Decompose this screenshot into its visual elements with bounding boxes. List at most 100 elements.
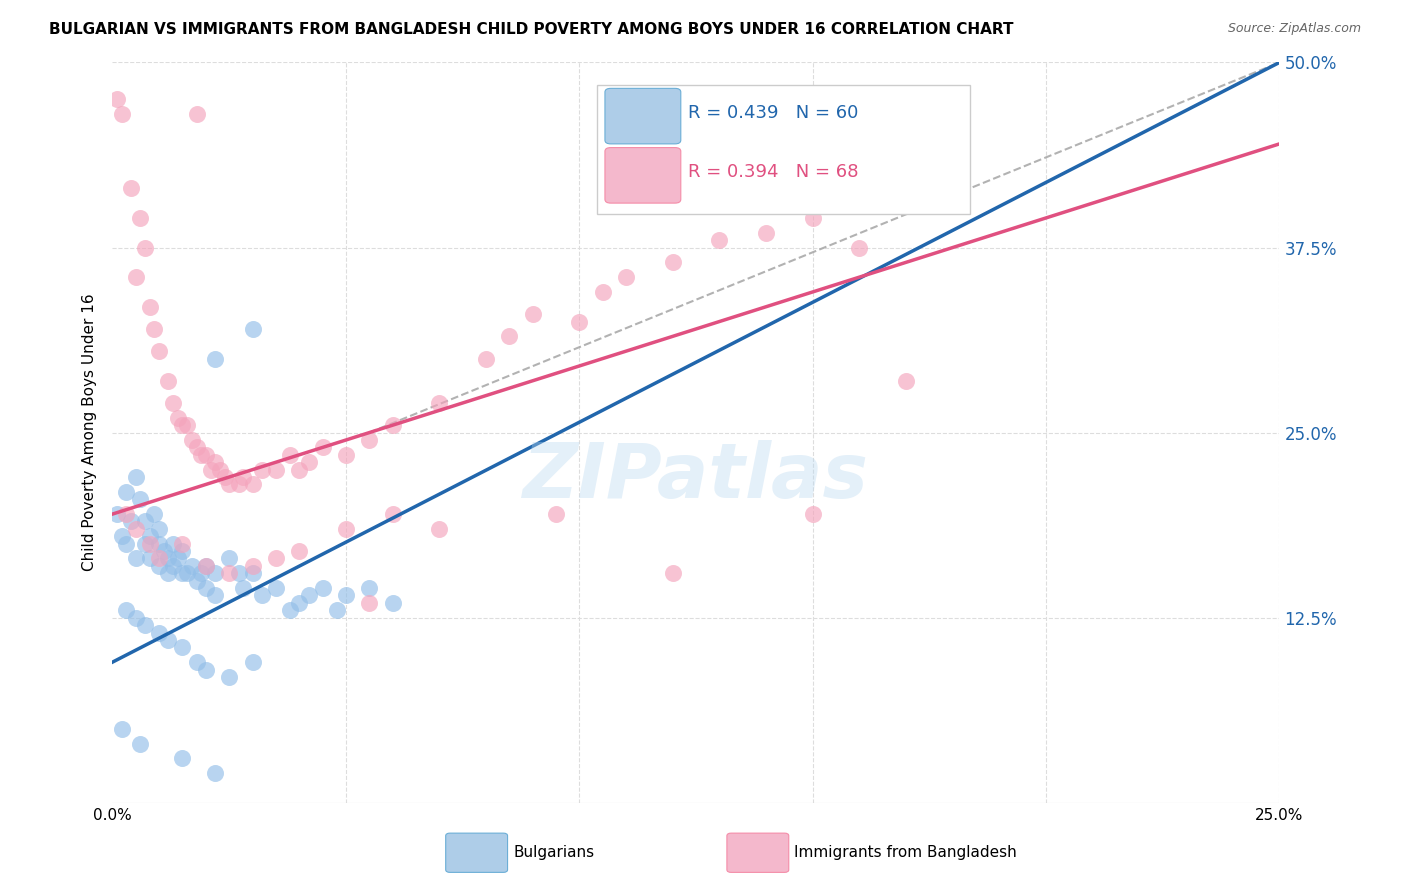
Point [190,566,212,581]
Point [297,455,319,469]
Point [278,603,301,617]
Point [359,581,381,595]
Point [311,581,333,595]
Point [200,462,222,476]
Point [311,441,333,455]
Point [115,507,138,521]
Point [115,603,138,617]
Point [139,551,162,566]
Point [661,255,683,269]
Point [801,211,824,225]
Point [143,322,166,336]
Text: Immigrants from Bangladesh: Immigrants from Bangladesh [794,846,1017,860]
Point [204,455,226,469]
Point [381,596,404,610]
Point [186,441,208,455]
Point [139,536,162,550]
Point [166,410,188,425]
Point [264,462,287,476]
Point [180,558,202,573]
Point [325,603,347,617]
Point [278,448,301,462]
Text: R = 0.394   N = 68: R = 0.394 N = 68 [688,163,858,181]
Point [194,663,217,677]
Point [242,566,264,581]
Point [148,558,170,573]
Point [153,544,176,558]
Point [614,270,637,285]
Point [129,737,152,751]
Point [125,270,148,285]
Point [111,107,134,121]
Point [186,574,208,588]
Point [381,418,404,433]
Point [359,596,381,610]
Point [218,670,240,684]
Point [134,240,156,255]
Point [568,314,591,328]
Point [218,551,240,566]
Point [148,551,170,566]
Point [125,610,148,624]
Point [894,181,917,195]
Point [186,655,208,669]
Point [157,374,180,388]
Point [359,433,381,447]
Text: Source: ZipAtlas.com: Source: ZipAtlas.com [1227,22,1361,36]
Point [162,536,184,550]
Point [125,470,148,484]
Point [288,462,311,476]
Point [250,462,273,476]
Point [172,566,194,581]
Point [335,589,357,603]
Point [232,581,254,595]
Point [172,640,194,655]
Point [242,477,264,491]
Point [242,558,264,573]
Point [172,544,194,558]
Point [208,462,231,476]
Point [190,448,212,462]
Point [204,589,226,603]
Point [176,418,198,433]
Point [661,566,683,581]
Point [544,507,567,521]
Point [475,351,498,366]
Point [125,522,148,536]
Point [115,484,138,499]
Point [125,551,148,566]
Point [232,470,254,484]
Text: Bulgarians: Bulgarians [513,846,595,860]
Point [134,515,156,529]
Point [335,522,357,536]
FancyBboxPatch shape [605,88,681,144]
Point [755,226,778,240]
Point [157,566,180,581]
Point [848,240,870,255]
Point [801,507,824,521]
Point [228,477,250,491]
Point [162,558,184,573]
Point [105,92,128,106]
Point [204,351,226,366]
Point [129,211,152,225]
Point [176,566,198,581]
Point [194,558,217,573]
Point [143,507,166,521]
Point [111,722,134,736]
Point [157,551,180,566]
Point [522,307,544,321]
Point [381,507,404,521]
Point [162,396,184,410]
Point [242,322,264,336]
Point [186,107,208,121]
Point [180,433,202,447]
Point [172,536,194,550]
Point [105,507,128,521]
Point [204,566,226,581]
Point [129,492,152,507]
Point [709,233,731,247]
Point [134,618,156,632]
Point [194,558,217,573]
Point [148,522,170,536]
